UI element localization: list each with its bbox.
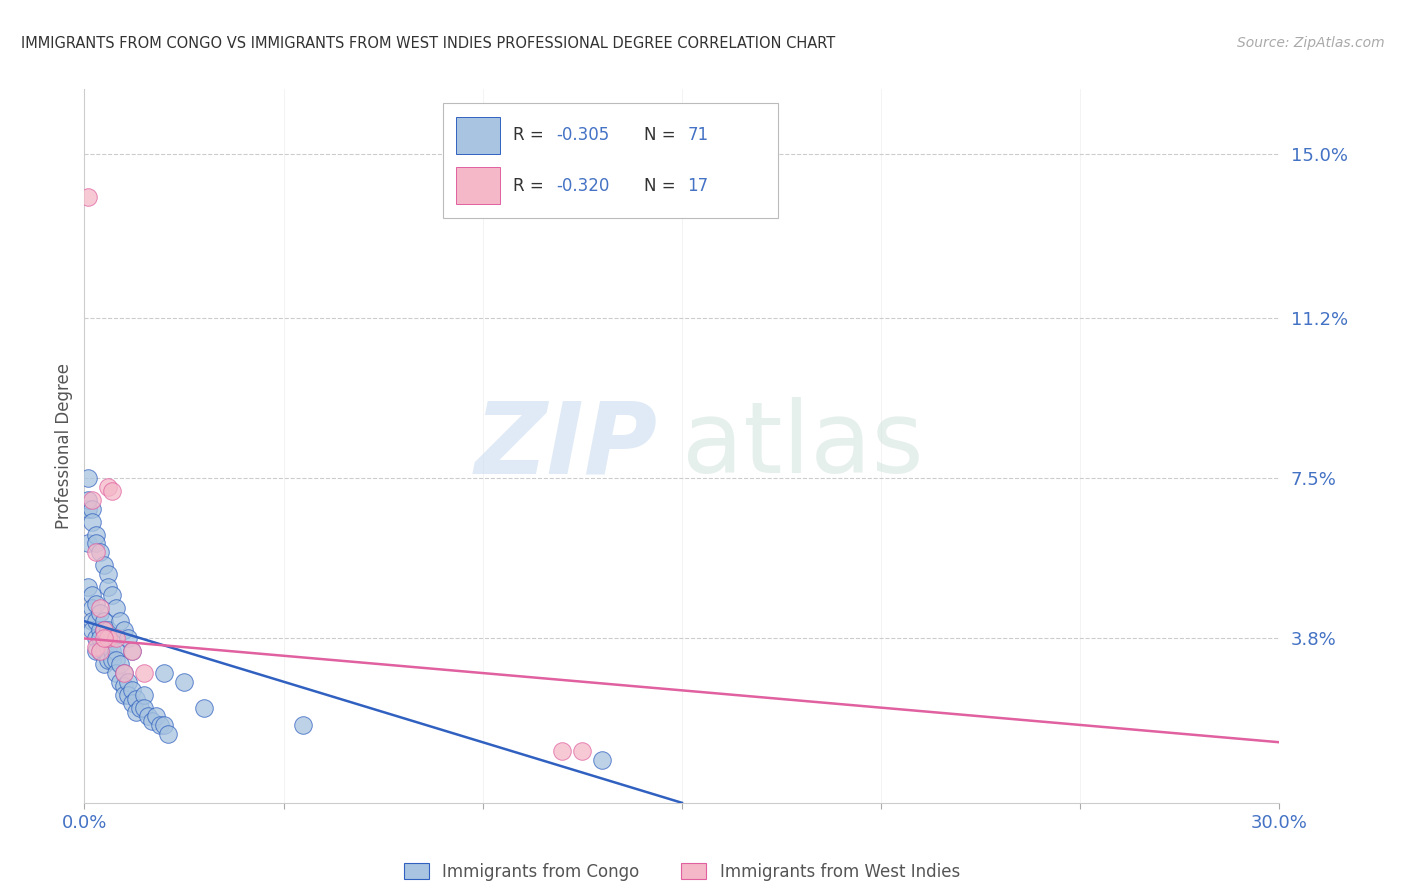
Point bbox=[82, 614, 104, 628]
Point bbox=[112, 688, 135, 702]
Point bbox=[121, 644, 143, 658]
Point bbox=[121, 644, 143, 658]
Point bbox=[110, 614, 132, 628]
Point bbox=[86, 614, 108, 628]
Point bbox=[117, 674, 139, 689]
Point bbox=[132, 700, 156, 714]
Point bbox=[105, 653, 128, 667]
Point bbox=[292, 718, 315, 732]
Point bbox=[591, 753, 613, 767]
Point bbox=[86, 545, 108, 559]
Point bbox=[82, 515, 104, 529]
Point bbox=[82, 493, 104, 508]
Legend: Immigrants from Congo, Immigrants from West Indies: Immigrants from Congo, Immigrants from W… bbox=[398, 856, 966, 888]
Point bbox=[86, 527, 108, 541]
Point bbox=[132, 688, 156, 702]
Point bbox=[97, 632, 120, 646]
Point bbox=[145, 709, 167, 723]
Point bbox=[105, 632, 128, 646]
Point bbox=[117, 688, 139, 702]
Point bbox=[112, 666, 135, 681]
Point bbox=[89, 632, 111, 646]
Point bbox=[93, 636, 115, 650]
Point bbox=[129, 700, 152, 714]
Point bbox=[105, 644, 128, 658]
Point bbox=[77, 580, 100, 594]
Point bbox=[86, 640, 108, 654]
Point bbox=[101, 644, 124, 658]
Y-axis label: Professional Degree: Professional Degree bbox=[55, 363, 73, 529]
Point bbox=[77, 493, 100, 508]
Point bbox=[93, 644, 115, 658]
Point bbox=[97, 566, 120, 581]
Text: IMMIGRANTS FROM CONGO VS IMMIGRANTS FROM WEST INDIES PROFESSIONAL DEGREE CORRELA: IMMIGRANTS FROM CONGO VS IMMIGRANTS FROM… bbox=[21, 36, 835, 51]
Point bbox=[153, 718, 176, 732]
Point bbox=[105, 666, 128, 681]
Point bbox=[93, 657, 115, 672]
Point bbox=[117, 632, 139, 646]
Point bbox=[93, 632, 115, 646]
Point bbox=[112, 623, 135, 637]
Point bbox=[86, 644, 108, 658]
Point bbox=[97, 480, 120, 494]
Point bbox=[82, 588, 104, 602]
Point bbox=[89, 606, 111, 620]
Point bbox=[121, 683, 143, 698]
Point bbox=[112, 666, 135, 681]
Point bbox=[93, 623, 115, 637]
Point bbox=[101, 588, 124, 602]
Point bbox=[86, 597, 108, 611]
Point bbox=[82, 601, 104, 615]
Point bbox=[89, 623, 111, 637]
Text: ZIP: ZIP bbox=[475, 398, 658, 494]
Point bbox=[551, 744, 574, 758]
Point bbox=[193, 700, 215, 714]
Point bbox=[77, 536, 100, 550]
Point bbox=[93, 623, 115, 637]
Point bbox=[89, 601, 111, 615]
Point bbox=[97, 640, 120, 654]
Point bbox=[82, 623, 104, 637]
Point bbox=[97, 623, 120, 637]
Point bbox=[125, 705, 148, 719]
Point bbox=[132, 666, 156, 681]
Point bbox=[86, 632, 108, 646]
Point bbox=[101, 653, 124, 667]
Point bbox=[77, 190, 100, 204]
Point bbox=[89, 644, 111, 658]
Point bbox=[97, 653, 120, 667]
Point bbox=[121, 696, 143, 710]
Point bbox=[141, 714, 163, 728]
Point bbox=[153, 666, 176, 681]
Point bbox=[97, 580, 120, 594]
Point bbox=[89, 545, 111, 559]
Point bbox=[82, 501, 104, 516]
Point bbox=[86, 536, 108, 550]
Point bbox=[93, 558, 115, 572]
Point bbox=[93, 614, 115, 628]
Point bbox=[105, 601, 128, 615]
Point bbox=[101, 632, 124, 646]
Point bbox=[110, 657, 132, 672]
Point bbox=[571, 744, 593, 758]
Point bbox=[77, 501, 100, 516]
Point bbox=[112, 679, 135, 693]
Point bbox=[136, 709, 159, 723]
Point bbox=[101, 484, 124, 499]
Point bbox=[89, 644, 111, 658]
Point bbox=[110, 674, 132, 689]
Point bbox=[125, 692, 148, 706]
Text: atlas: atlas bbox=[682, 398, 924, 494]
Point bbox=[149, 718, 172, 732]
Point bbox=[173, 674, 195, 689]
Text: Source: ZipAtlas.com: Source: ZipAtlas.com bbox=[1237, 36, 1385, 50]
Point bbox=[77, 471, 100, 485]
Point bbox=[157, 726, 180, 740]
Point bbox=[97, 632, 120, 646]
